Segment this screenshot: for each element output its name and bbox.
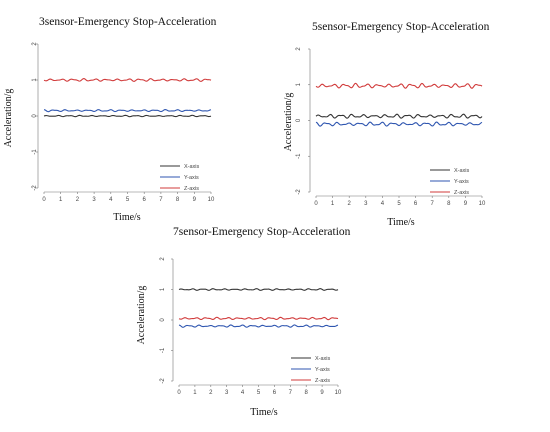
x-tick-label: 6: [414, 201, 418, 207]
y-tick-label: -2: [160, 378, 166, 384]
x-tick-label: 10: [335, 390, 342, 396]
y-tick-label: 2: [160, 257, 166, 261]
x-tick-label: 8: [176, 197, 180, 203]
x-tick-label: 8: [447, 201, 451, 207]
y-tick-label: 2: [296, 47, 302, 51]
plot-area: 0 1 2 3 4 5 6 7 8 9 10 -2 -1 0 1 2 X-axis Y-axis Z-axis: [160, 257, 342, 396]
x-tick-label: 4: [241, 390, 245, 396]
chart-title: 7sensor-Emergency Stop-Acceleration: [173, 226, 351, 238]
y-tick-label: 0: [32, 114, 38, 118]
series-line-x-axis: [178, 288, 339, 291]
series-line-x-axis: [43, 114, 212, 118]
y-axis-label: Acceleration/g: [136, 286, 147, 345]
y-tick-label: 2: [32, 42, 38, 46]
x-tick-label: 7: [289, 390, 293, 396]
x-tick-label: 2: [209, 390, 213, 396]
x-tick-label: 10: [479, 201, 486, 207]
x-tick-label: 1: [59, 197, 63, 203]
x-tick-label: 5: [126, 197, 130, 203]
chart-title: 5sensor-Emergency Stop-Acceleration: [312, 21, 490, 33]
plot-area: 0 1 2 3 4 5 6 7 8 9 10 -2 -1 0 1 2 X-axis Y-axis Z-axis: [32, 42, 215, 203]
legend-label: X-axis: [454, 168, 470, 174]
y-tick-label: -2: [32, 185, 38, 191]
legend-label: Y-axis: [454, 179, 469, 185]
series-line-y-axis: [43, 109, 212, 113]
y-tick-label: -1: [296, 153, 302, 159]
series-line-z-axis: [178, 316, 339, 321]
legend-label: X-axis: [184, 164, 200, 170]
y-tick-label: -1: [32, 149, 38, 155]
x-tick-label: 5: [397, 201, 401, 207]
y-axis-label: Acceleration/g: [3, 89, 14, 148]
x-tick-label: 2: [76, 197, 80, 203]
x-tick-label: 0: [314, 201, 318, 207]
x-tick-label: 1: [193, 390, 197, 396]
y-tick-label: -1: [160, 347, 166, 353]
x-axis-label: Time/s: [387, 217, 415, 228]
x-axis-label: Time/s: [113, 212, 141, 223]
chart-7sensor: 7sensor-Emergency Stop-Acceleration Acce…: [136, 226, 351, 418]
series-line-y-axis: [178, 324, 339, 328]
x-tick-label: 3: [364, 201, 368, 207]
y-tick-label: 0: [160, 318, 166, 322]
x-tick-label: 1: [331, 201, 335, 207]
x-tick-label: 0: [177, 390, 181, 396]
x-tick-label: 6: [273, 390, 277, 396]
x-tick-label: 9: [193, 197, 197, 203]
x-tick-label: 10: [208, 197, 215, 203]
legend-label: Z-axis: [454, 190, 469, 196]
chart-5sensor: 5sensor-Emergency Stop-Acceleration Acce…: [283, 21, 490, 228]
y-tick-label: 1: [160, 287, 166, 291]
series-line-y-axis: [315, 121, 483, 127]
chart-title: 3sensor-Emergency Stop-Acceleration: [39, 16, 217, 28]
x-tick-label: 4: [109, 197, 113, 203]
x-tick-label: 4: [381, 201, 385, 207]
series-line-x-axis: [315, 113, 483, 119]
x-tick-label: 5: [257, 390, 261, 396]
x-tick-label: 7: [159, 197, 163, 203]
series-line-z-axis: [315, 82, 483, 89]
plot-area: 0 1 2 3 4 5 6 7 8 9 10 -2 -1 0 1 2 X-axis Y-axis Z-axis: [296, 47, 486, 207]
y-tick-label: -2: [296, 189, 302, 195]
x-tick-label: 8: [305, 390, 309, 396]
x-tick-label: 9: [320, 390, 324, 396]
y-tick-label: 1: [32, 78, 38, 82]
x-tick-label: 2: [348, 201, 352, 207]
x-tick-label: 3: [92, 197, 96, 203]
legend-label: Y-axis: [184, 175, 199, 181]
legend-label: X-axis: [315, 356, 331, 362]
legend-label: Y-axis: [315, 367, 330, 373]
y-axis-label: Acceleration/g: [283, 93, 294, 152]
legend-label: Z-axis: [184, 186, 199, 192]
y-tick-label: 1: [296, 82, 302, 86]
x-axis-label: Time/s: [250, 407, 278, 418]
x-tick-label: 6: [143, 197, 147, 203]
x-tick-label: 9: [464, 201, 468, 207]
legend-label: Z-axis: [315, 378, 330, 384]
series-line-z-axis: [43, 78, 212, 82]
x-tick-label: 3: [225, 390, 229, 396]
chart-3sensor: 3sensor-Emergency Stop-Acceleration Acce…: [3, 16, 217, 223]
x-tick-label: 7: [431, 201, 435, 207]
y-tick-label: 0: [296, 118, 302, 122]
x-tick-label: 0: [42, 197, 46, 203]
